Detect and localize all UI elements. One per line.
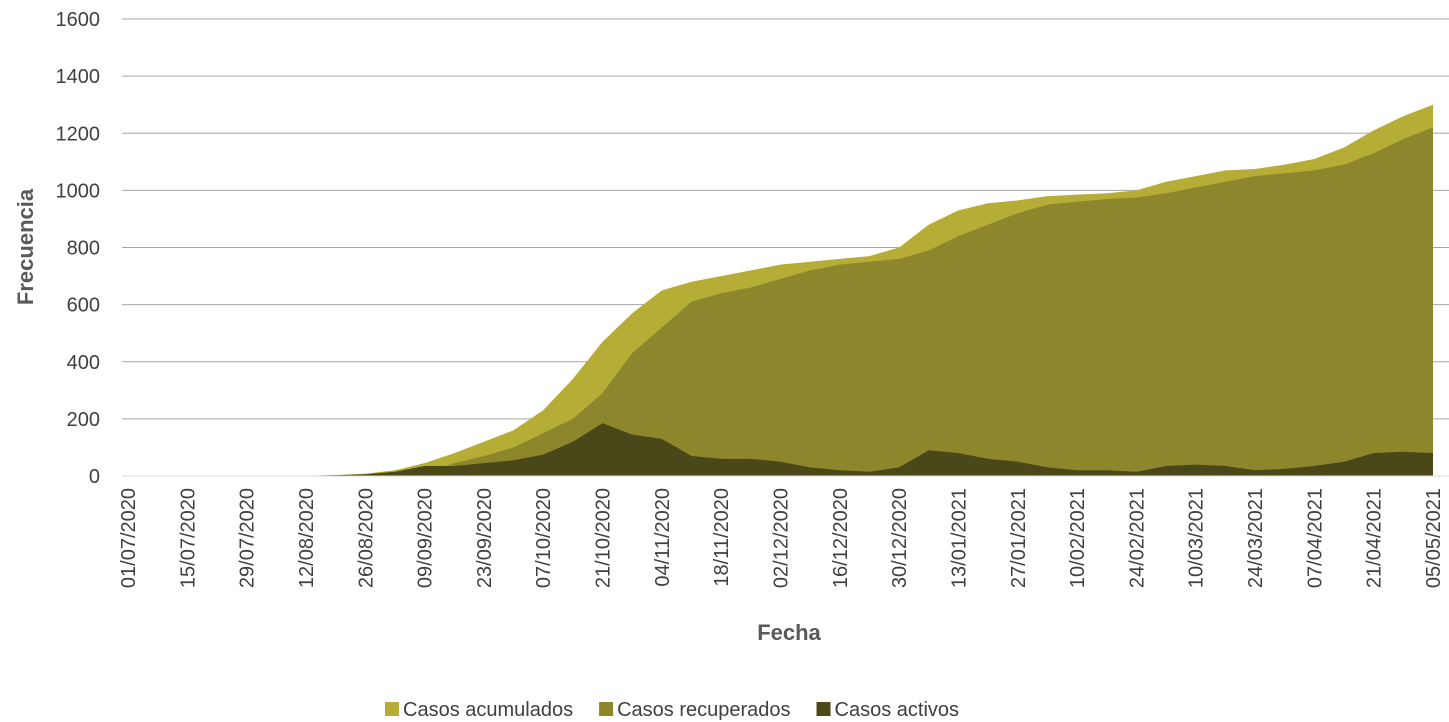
x-tick-label: 02/12/2020 <box>771 488 793 588</box>
area <box>128 423 1433 476</box>
x-tick-label: 24/02/2021 <box>1126 488 1148 588</box>
x-tick-label: 07/10/2020 <box>533 488 555 588</box>
x-tick-label: 27/01/2021 <box>1008 488 1030 588</box>
legend-swatch <box>599 702 614 716</box>
y-tick-label: 200 <box>67 409 100 431</box>
legend-swatch <box>385 702 399 716</box>
y-tick-label: 600 <box>67 295 100 317</box>
x-tick-label: 30/12/2020 <box>889 488 911 588</box>
y-axis-title: Frecuencia <box>13 188 38 305</box>
x-axis-title: Fecha <box>757 620 821 645</box>
y-tick-label: 1000 <box>56 180 101 202</box>
x-tick-label: 07/04/2021 <box>1304 488 1326 588</box>
legend-label: Casos activos <box>835 699 960 721</box>
x-tick-label: 26/08/2020 <box>355 488 377 588</box>
x-tick-label: 01/07/2020 <box>118 488 140 588</box>
x-tick-label: 21/10/2020 <box>593 488 615 588</box>
x-tick-label: 10/03/2021 <box>1186 488 1208 588</box>
x-tick-label: 05/05/2021 <box>1423 488 1445 588</box>
x-tick-label: 29/07/2020 <box>237 488 259 588</box>
legend-label: Casos recuperados <box>617 699 790 721</box>
y-tick-label: 1400 <box>56 66 101 88</box>
x-tick-label: 12/08/2020 <box>296 488 318 588</box>
y-tick-label: 800 <box>67 238 100 260</box>
area <box>128 127 1433 476</box>
y-tick-label: 1600 <box>56 9 101 31</box>
x-tick-label: 10/02/2021 <box>1067 488 1089 588</box>
x-tick-label: 15/07/2020 <box>177 488 199 588</box>
legend-swatch <box>816 702 831 716</box>
x-tick-label: 23/09/2020 <box>474 488 496 588</box>
x-tick-label: 18/11/2020 <box>711 488 733 587</box>
y-tick-label: 0 <box>89 466 100 488</box>
x-tick-label: 09/09/2020 <box>415 488 437 588</box>
y-tick-label: 400 <box>67 352 100 374</box>
legend-label: Casos acumulados <box>403 699 573 721</box>
x-tick-label: 13/01/2021 <box>948 488 970 588</box>
x-tick-label: 04/11/2020 <box>652 488 674 587</box>
x-tick-label: 16/12/2020 <box>830 488 852 588</box>
x-tick-label: 21/04/2021 <box>1364 488 1386 588</box>
legend: Casos acumulados Casos recuperados Casos a… <box>385 699 959 721</box>
x-tick-label: 24/03/2021 <box>1245 488 1267 588</box>
y-tick-label: 1200 <box>56 123 101 145</box>
